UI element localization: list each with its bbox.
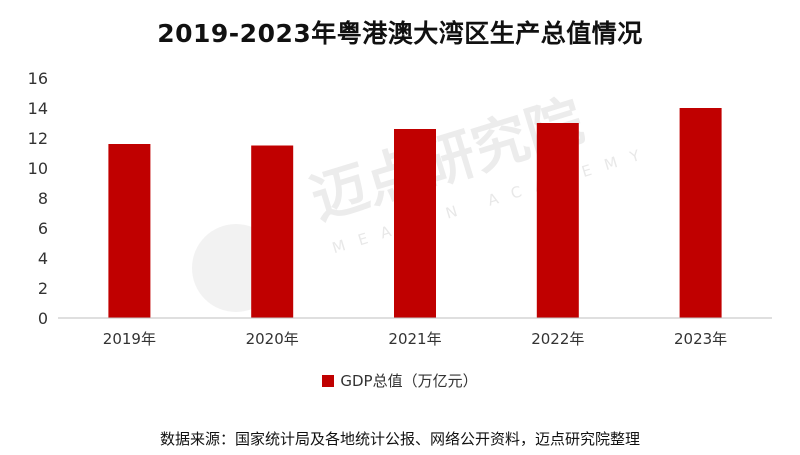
y-tick-label: 16 (28, 69, 48, 88)
legend-swatch (322, 375, 335, 387)
source-note: 数据来源：国家统计局及各地统计公报、网络公开资料，迈点研究院整理 (159, 430, 640, 448)
y-tick-label: 6 (38, 219, 48, 238)
legend-label: GDP总值（万亿元） (340, 372, 478, 390)
bar-1 (108, 144, 151, 318)
y-tick-label: 10 (28, 159, 48, 178)
x-tick-label: 2019年 (103, 330, 156, 348)
x-tick-label: 2021年 (388, 330, 441, 348)
bar-2 (251, 145, 294, 318)
legend: GDP总值（万亿元） (0, 370, 800, 391)
bar-5 (679, 108, 722, 318)
y-tick-label: 4 (38, 249, 48, 268)
bars (108, 108, 722, 318)
x-tick-label: 2023年 (674, 330, 727, 348)
y-axis: 0 2 4 6 8 10 12 14 16 (28, 69, 48, 328)
x-tick-label: 2020年 (246, 330, 299, 348)
y-tick-label: 12 (28, 129, 48, 148)
chart-title: 2019-2023年粤港澳大湾区生产总值情况 (157, 19, 643, 48)
y-tick-label: 8 (38, 189, 48, 208)
x-tick-label: 2022年 (531, 330, 584, 348)
y-tick-label: 14 (28, 99, 48, 118)
y-tick-label: 0 (38, 309, 48, 328)
bar-4 (536, 123, 579, 318)
x-axis: 2019年 2020年 2021年 2022年 2023年 (58, 317, 772, 348)
bar-chart: 0 2 4 6 8 10 12 14 16 2019年 2020年 2021年 2022年 2023年 (28, 69, 772, 348)
bar-3 (394, 129, 436, 318)
y-tick-label: 2 (38, 279, 48, 298)
